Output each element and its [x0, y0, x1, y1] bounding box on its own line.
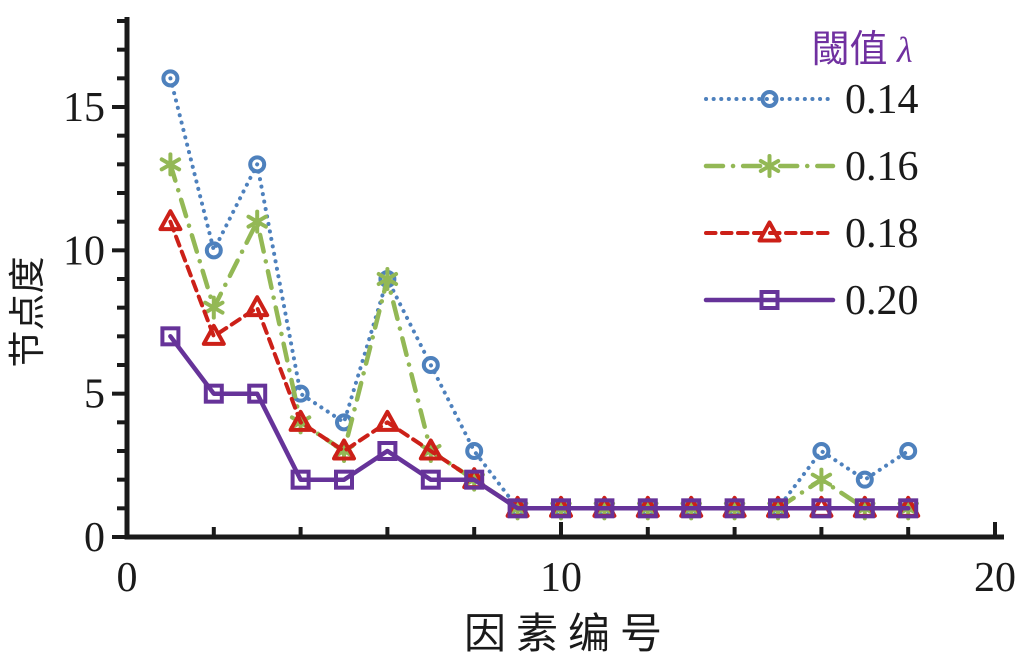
- series-0.16-marker: [159, 152, 182, 177]
- x-tick-label: 20: [974, 555, 1016, 601]
- series-0.18-marker: [375, 409, 400, 432]
- legend-marker-0.14: [760, 90, 779, 108]
- series-0.20-marker: [594, 498, 615, 519]
- x-axis: 0 10 20: [117, 522, 1016, 601]
- legend-title: 閾值 λ: [811, 29, 912, 71]
- legend-label-0.16: 0.16: [845, 144, 919, 190]
- series-0.20-marker: [898, 498, 919, 519]
- legend-marker-0.16: [758, 154, 781, 178]
- x-axis-title: 因素编号: [464, 612, 672, 658]
- series-0.20-marker: [290, 469, 311, 490]
- legend-label-0.18: 0.18: [845, 211, 919, 257]
- series-0.16: [159, 152, 919, 521]
- series-0.20-marker: [203, 383, 224, 404]
- series-0.20: [160, 326, 919, 519]
- series-0.14-marker: [204, 241, 223, 260]
- series-line-0.18: [168, 219, 911, 511]
- series-0.20-marker: [768, 498, 788, 519]
- y-tick-label: 0: [84, 515, 105, 561]
- series-0.14-marker: [812, 442, 831, 460]
- series-0.20-marker: [551, 498, 571, 519]
- legend: 閾值 λ: [811, 29, 912, 71]
- series-0.16-marker: [246, 209, 268, 234]
- legend-label-0.14: 0.14: [845, 77, 919, 123]
- series-line-0.20: [168, 334, 911, 511]
- series-0.14-marker: [248, 155, 267, 174]
- series-line-0.16: [168, 162, 911, 511]
- y-tick-label: 10: [63, 228, 105, 274]
- legend-item-0.16: 0.16: [703, 144, 919, 190]
- series-0.20-marker: [854, 498, 875, 519]
- series-0.16-marker: [203, 295, 225, 320]
- legend-item-0.20: 0.20: [703, 278, 919, 324]
- series-0.14-marker: [421, 356, 440, 374]
- series-0.18: [158, 209, 921, 518]
- y-axis-title: 节点度: [7, 257, 49, 368]
- series-0.20-marker: [507, 498, 528, 519]
- series-0.20-marker: [160, 326, 181, 347]
- axis-titles: 因素编号 节点度: [7, 257, 672, 659]
- legend-item-0.14: 0.14: [704, 77, 919, 123]
- series-0.18-marker: [245, 295, 270, 318]
- series-0.16-marker: [810, 467, 833, 492]
- series-0.18-marker: [332, 438, 356, 461]
- y-tick-label: 5: [84, 372, 105, 418]
- series-0.16-marker: [376, 267, 399, 291]
- legend-label-0.20: 0.20: [845, 278, 919, 324]
- legend-marker-0.18: [757, 220, 782, 243]
- series-0.18-marker: [288, 409, 313, 432]
- series-0.20-marker: [464, 469, 485, 490]
- x-tick-label: 10: [540, 555, 582, 601]
- series-0.14-marker: [899, 442, 918, 460]
- x-tick-label: 0: [117, 555, 138, 601]
- series-0.20-marker: [420, 469, 441, 490]
- series-0.20-marker: [334, 469, 354, 490]
- series-0.20-marker: [247, 383, 268, 404]
- series-0.20-marker: [637, 498, 658, 519]
- series-0.20-marker: [681, 498, 702, 519]
- series-0.20-marker: [377, 441, 398, 461]
- series-0.14-marker: [855, 470, 874, 489]
- y-axis: 0 5 10 15: [63, 17, 130, 561]
- series-0.20-marker: [811, 498, 832, 519]
- series-0.20-marker: [724, 498, 745, 519]
- series-0.18-marker: [158, 209, 183, 232]
- series-0.14-marker: [161, 69, 180, 88]
- y-tick-label: 15: [63, 85, 105, 131]
- legend-item-0.18: 0.18: [704, 211, 919, 257]
- series-0.14-marker: [465, 442, 484, 460]
- legend-marker-0.20: [759, 290, 780, 310]
- series-0.18-marker: [418, 438, 443, 461]
- series-0.18-marker: [201, 323, 226, 346]
- series-0.14: [161, 69, 918, 518]
